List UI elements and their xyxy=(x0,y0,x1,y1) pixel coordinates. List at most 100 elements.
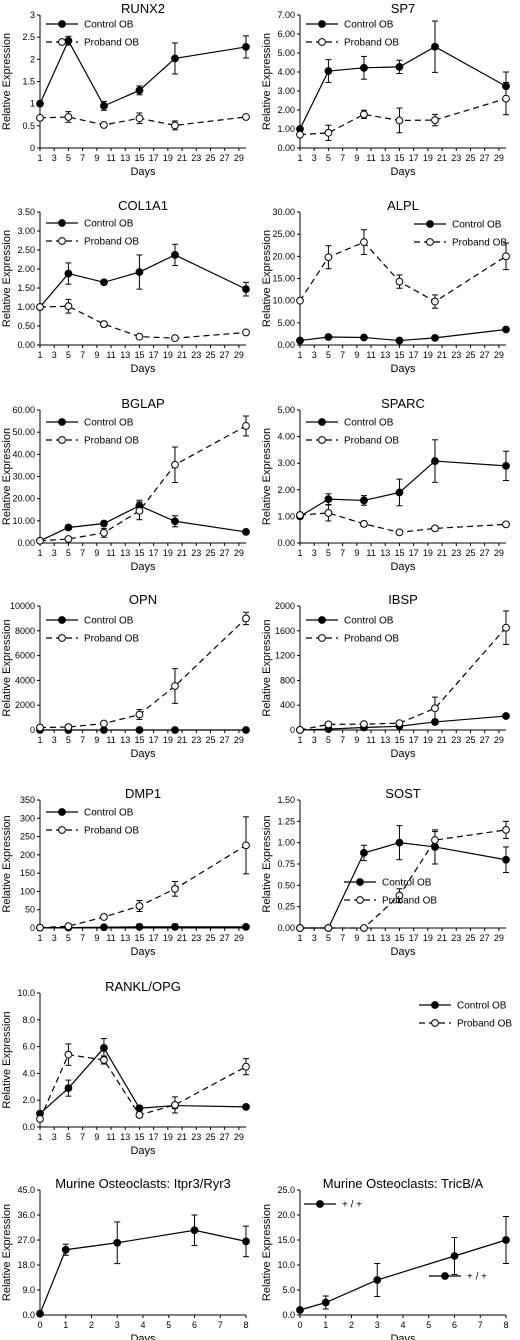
series-line xyxy=(300,829,507,929)
x-tick-label: 21 xyxy=(177,1132,187,1142)
data-point xyxy=(431,457,439,465)
chart-panel: 0.000.250.500.751.001.251.501 3 5 7 9 11 13 15 1… xyxy=(261,786,510,958)
x-tick-label: 9 xyxy=(94,350,99,360)
data-point xyxy=(190,1226,199,1235)
y-tick-label: 0.00 xyxy=(277,923,295,933)
x-tick-label: 5 xyxy=(66,933,71,943)
x-tick-label: 13 xyxy=(380,933,390,943)
data-point xyxy=(450,1252,459,1260)
y-tick-label: 6.00 xyxy=(277,29,295,39)
data-point xyxy=(296,130,304,139)
data-point xyxy=(36,113,44,122)
data-point xyxy=(395,116,404,125)
chart-title: IBSP xyxy=(388,592,418,607)
x-tick-label: 23 xyxy=(451,933,461,943)
data-point xyxy=(324,128,333,137)
series-line xyxy=(299,98,507,136)
series-line xyxy=(39,1229,247,1314)
x-tick-label: 11 xyxy=(106,350,115,360)
chart-title: ALPL xyxy=(387,198,419,213)
x-tick-label: 17 xyxy=(409,735,419,745)
x-tick-label: 23 xyxy=(451,153,461,163)
data-point xyxy=(324,67,333,75)
x-tick-label: 15 xyxy=(134,735,144,745)
data-point xyxy=(242,1062,250,1071)
x-tick-label: 27 xyxy=(480,735,490,745)
y-tick-label: 0.0 xyxy=(22,1122,35,1132)
x-tick-label: 7 xyxy=(80,153,85,163)
data-point xyxy=(242,841,250,850)
x-tick-label: 13 xyxy=(380,735,390,745)
data-point xyxy=(431,524,439,533)
x-tick-label: 29 xyxy=(494,548,504,558)
data-point xyxy=(296,726,304,734)
y-tick-label: 4.00 xyxy=(277,67,295,77)
data-point xyxy=(64,1084,73,1093)
data-point xyxy=(431,297,439,306)
legend-label: Proband OB xyxy=(452,238,507,249)
x-tick-label: 25 xyxy=(465,350,475,360)
x-tick-label: 3 xyxy=(312,350,317,360)
y-tick-label: 100 xyxy=(20,886,35,896)
y-tick-label: 1.50 xyxy=(17,283,35,293)
data-point xyxy=(171,334,179,343)
data-point xyxy=(395,62,404,71)
y-tick-label: 6000 xyxy=(15,651,35,661)
y-tick-label: 2.00 xyxy=(277,105,295,115)
x-tick-label: 3 xyxy=(52,1132,57,1142)
x-tick-label: 9 xyxy=(94,933,99,943)
legend-label: Proband OB xyxy=(344,38,399,49)
y-tick-label: 9.0 xyxy=(22,1285,35,1295)
x-tick-label: 3 xyxy=(312,153,317,163)
x-tick-label: 23 xyxy=(451,350,461,360)
data-point xyxy=(100,719,108,728)
x-tick-label: 1 xyxy=(37,735,42,745)
legend-marker xyxy=(58,38,66,46)
x-tick-label: 27 xyxy=(220,153,230,163)
legend-marker xyxy=(431,1001,439,1009)
data-point xyxy=(36,923,44,932)
x-tick-label: 29 xyxy=(494,153,504,163)
y-tick-label: 350 xyxy=(20,795,35,805)
x-tick-label: 9 xyxy=(94,1132,99,1142)
data-point xyxy=(135,506,144,515)
legend-marker xyxy=(316,1200,324,1208)
y-tick-label: 30.00 xyxy=(12,472,35,482)
x-tick-label: 21 xyxy=(177,350,187,360)
series-line xyxy=(39,1053,247,1120)
x-tick-label: 23 xyxy=(191,350,201,360)
legend-label: Proband OB xyxy=(84,237,139,248)
legend-label: Proband OB xyxy=(382,896,437,907)
y-tick-label: 800 xyxy=(280,675,295,685)
y-tick-label: 5.00 xyxy=(277,318,295,328)
x-tick-label: 1 xyxy=(37,933,42,943)
y-tick-label: 0.00 xyxy=(277,538,295,548)
y-axis-label: Relative Expression xyxy=(1,230,13,327)
x-tick-label: 2 xyxy=(89,1320,94,1330)
x-tick-label: 19 xyxy=(423,350,433,360)
x-tick-label: 21 xyxy=(437,548,447,558)
data-point xyxy=(135,1111,144,1119)
x-tick-label: 21 xyxy=(437,933,447,943)
chart-title: Murine Osteoclasts: Itpr3/Ryr3 xyxy=(55,1176,231,1191)
y-tick-label: 1.00 xyxy=(17,302,35,312)
x-tick-label: 1 xyxy=(37,548,42,558)
x-tick-label: 7 xyxy=(340,350,345,360)
data-point xyxy=(296,511,304,519)
x-tick-label: 5 xyxy=(326,735,331,745)
data-point xyxy=(64,269,73,278)
x-tick-label: 3 xyxy=(52,735,57,745)
y-tick-label: 2 xyxy=(30,54,35,64)
data-point xyxy=(324,333,333,341)
y-tick-label: 2000 xyxy=(275,601,295,611)
legend-label: Proband OB xyxy=(84,634,139,645)
x-tick-label: 27 xyxy=(480,153,490,163)
x-axis-label: Days xyxy=(130,1333,156,1340)
y-tick-label: 5.0 xyxy=(282,1285,295,1295)
y-axis-label: Relative Expression xyxy=(1,428,13,525)
legend-marker xyxy=(58,808,66,816)
